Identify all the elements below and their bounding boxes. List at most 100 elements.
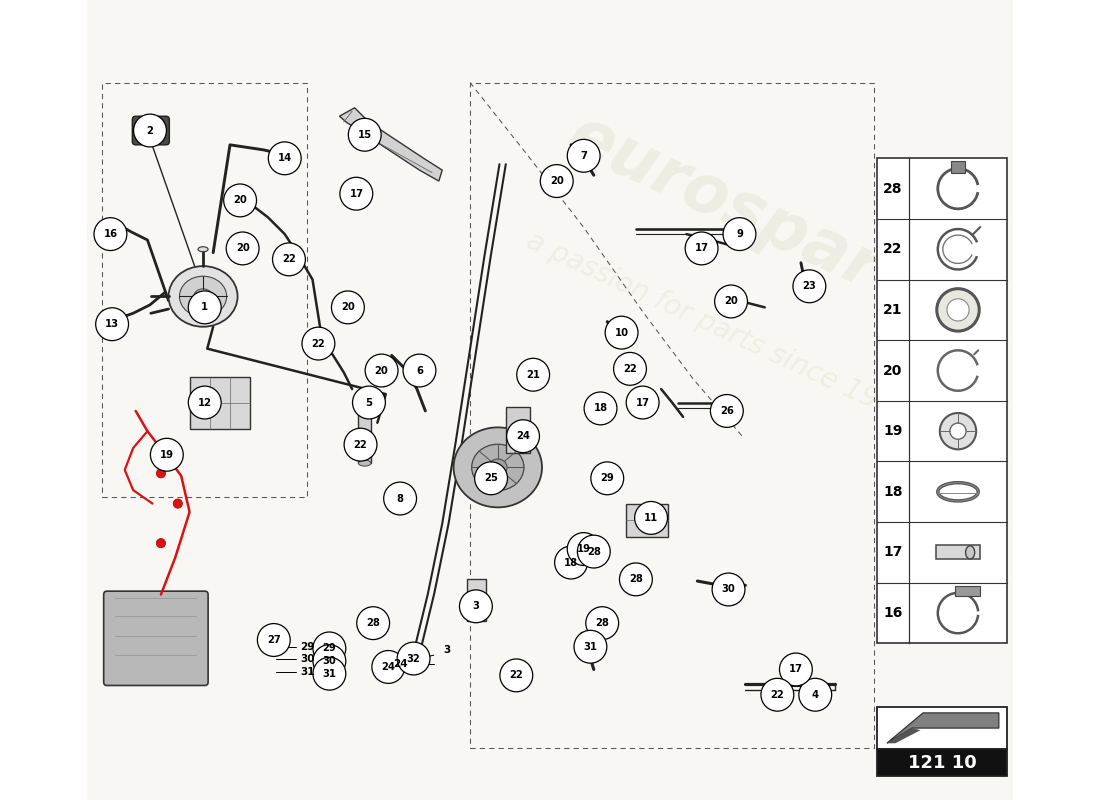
Ellipse shape [160,130,163,135]
Circle shape [312,658,345,690]
Circle shape [173,499,183,508]
Text: 17: 17 [350,189,363,198]
Text: 121 10: 121 10 [908,754,977,772]
Circle shape [331,291,364,324]
Circle shape [133,114,166,147]
Circle shape [349,118,382,151]
Ellipse shape [472,444,524,490]
Ellipse shape [488,459,507,476]
Text: 19: 19 [576,544,591,554]
Circle shape [761,678,794,711]
Text: 22: 22 [282,254,296,264]
Ellipse shape [947,298,969,321]
Text: 28: 28 [883,182,902,196]
Circle shape [372,650,405,683]
Text: 28: 28 [595,618,609,628]
Text: a passion for parts since 1985: a passion for parts since 1985 [522,227,914,430]
Polygon shape [340,108,442,181]
Circle shape [715,285,748,318]
Text: 28: 28 [587,546,601,557]
Bar [936,546,980,559]
Text: 26: 26 [719,406,734,416]
FancyBboxPatch shape [103,591,208,686]
Text: 9: 9 [736,229,743,239]
Text: 18: 18 [594,403,607,414]
Text: 24: 24 [393,658,407,669]
Circle shape [626,386,659,419]
Text: 31: 31 [322,669,337,678]
Text: 15: 15 [358,130,372,140]
Polygon shape [887,713,999,743]
Circle shape [397,642,430,675]
Circle shape [578,535,610,568]
Bar [359,399,371,463]
Text: 18: 18 [883,485,902,498]
Circle shape [273,243,306,276]
Text: 13: 13 [106,319,119,330]
Text: 17: 17 [694,243,708,254]
Circle shape [268,142,301,174]
Text: eurospartes: eurospartes [558,102,997,353]
Text: 22: 22 [311,338,326,349]
FancyBboxPatch shape [132,116,169,145]
Text: 21: 21 [526,370,540,380]
Circle shape [352,386,385,419]
Circle shape [586,606,618,639]
Text: 2: 2 [146,126,153,135]
Text: 7: 7 [580,150,587,161]
Text: 29: 29 [300,642,315,652]
Circle shape [568,533,601,566]
Bar [877,707,1008,749]
Bar [955,586,980,596]
Ellipse shape [194,289,212,304]
Circle shape [474,462,507,494]
Bar [952,161,965,173]
Circle shape [711,394,744,427]
Text: 11: 11 [644,513,658,523]
Circle shape [302,327,334,360]
Text: 30: 30 [322,656,337,666]
Bar [468,579,486,622]
Text: 20: 20 [235,243,250,254]
Circle shape [517,358,550,391]
Ellipse shape [937,289,979,331]
Circle shape [574,630,607,663]
Circle shape [384,482,417,515]
Text: 24: 24 [516,431,530,442]
Text: 3: 3 [443,645,451,655]
Circle shape [188,291,221,324]
Text: 23: 23 [803,282,816,291]
Bar [626,503,668,538]
Text: 18: 18 [564,558,579,567]
Ellipse shape [179,276,227,317]
Text: 32: 32 [407,654,420,663]
Circle shape [540,165,573,198]
Text: 14: 14 [277,154,292,163]
Circle shape [312,632,345,665]
Text: 29: 29 [601,474,614,483]
Text: 29: 29 [322,643,337,654]
Text: 17: 17 [883,546,902,559]
Circle shape [685,232,718,265]
Circle shape [151,438,184,471]
Circle shape [365,354,398,387]
Circle shape [605,316,638,349]
Circle shape [223,184,256,217]
Text: 20: 20 [341,302,355,312]
Circle shape [591,462,624,494]
Ellipse shape [939,413,976,450]
Ellipse shape [950,423,966,439]
Text: 30: 30 [722,585,736,594]
Circle shape [340,178,373,210]
Text: 22: 22 [354,440,367,450]
Text: 16: 16 [883,606,902,620]
Text: 27: 27 [267,635,280,645]
Text: 31: 31 [300,667,315,677]
Circle shape [799,678,832,711]
Ellipse shape [198,246,208,252]
Text: 1: 1 [201,302,208,312]
Circle shape [403,354,436,387]
Text: 3: 3 [473,602,480,611]
Circle shape [723,218,756,250]
Circle shape [356,606,389,639]
